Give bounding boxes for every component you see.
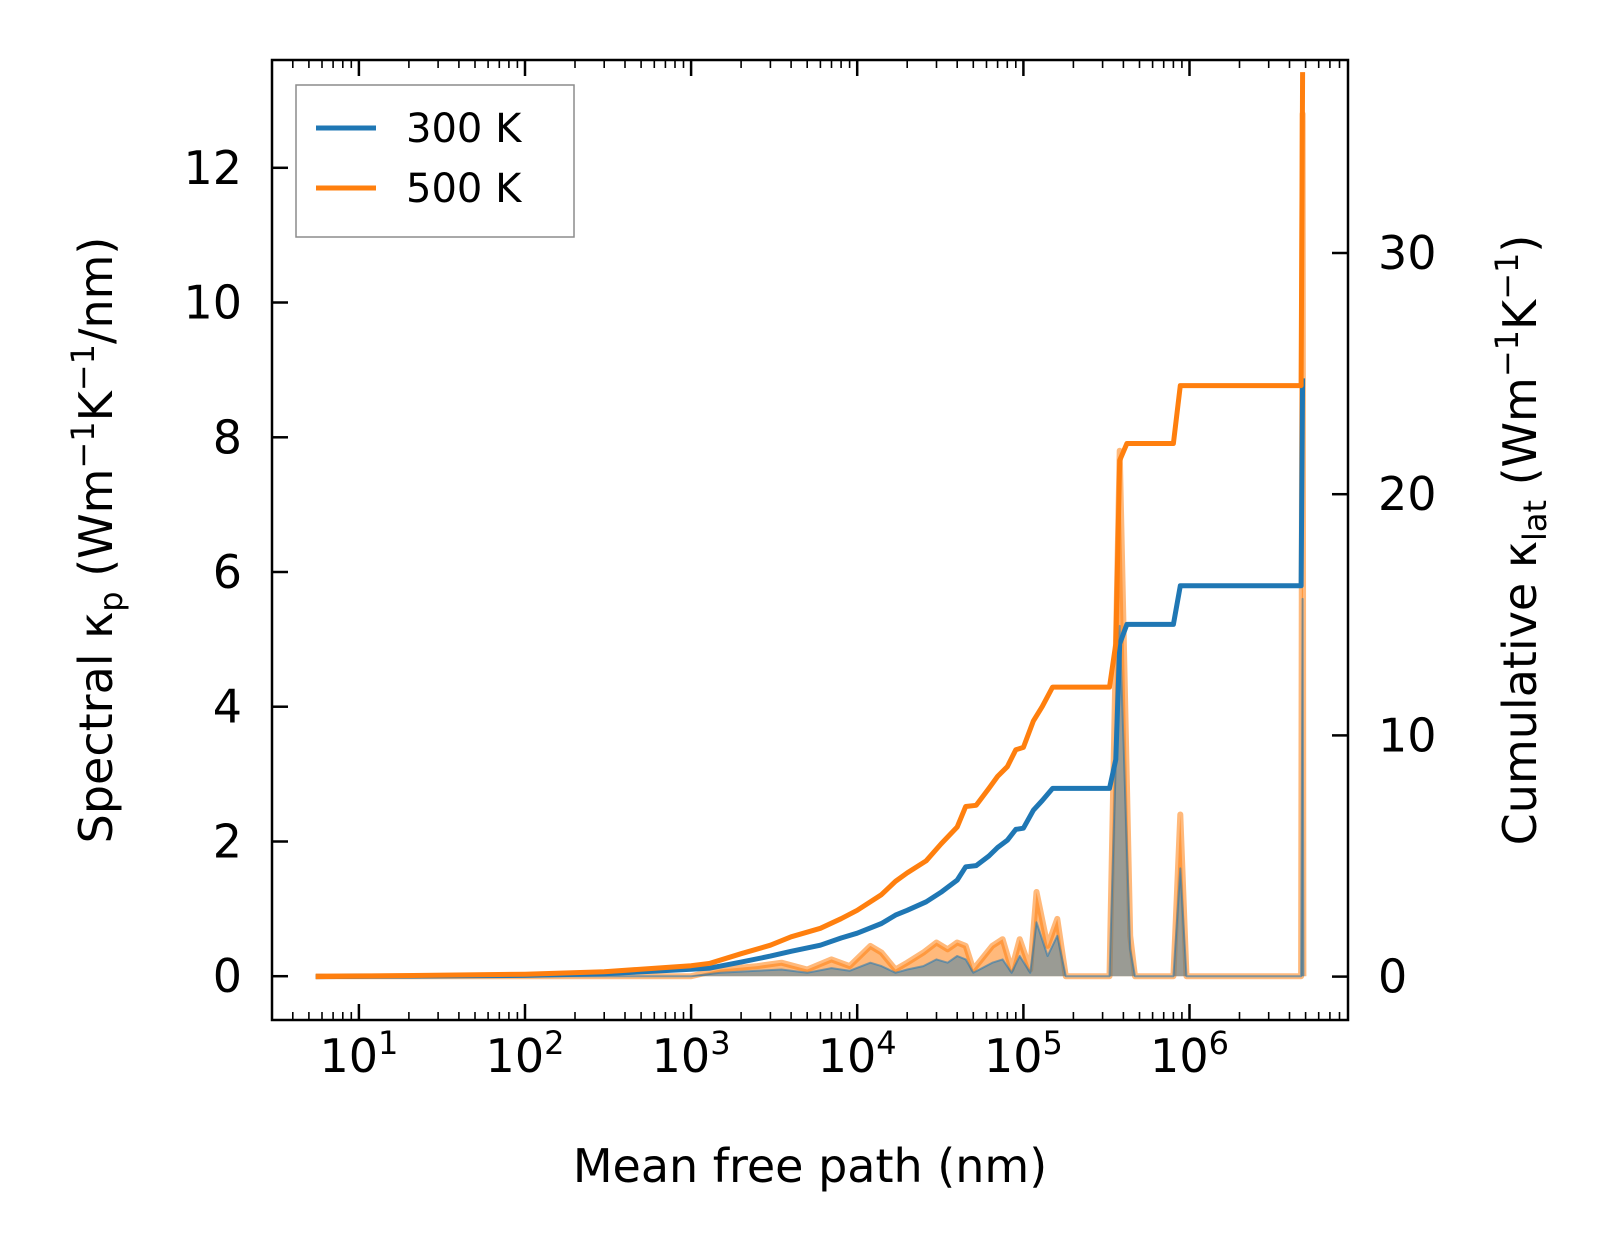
y-left-tick-label: 0: [213, 949, 242, 1003]
plot-frame: [270, 58, 1350, 1022]
spectral-fills: [315, 110, 1307, 980]
y-right-title-mid: (Wm: [1493, 377, 1547, 500]
y-right-tick-label: 30: [1378, 226, 1437, 280]
legend-frame: [295, 84, 575, 238]
y-left-title-mid: (Wm: [69, 469, 123, 592]
y-left-tick-label: 4: [213, 680, 242, 734]
y-left-title-k: K: [69, 389, 123, 421]
y-right-tick-label: 10: [1378, 708, 1437, 762]
y-right-title-prefix: Cumulative κ: [1493, 541, 1547, 845]
y-right-title-sup2: −1: [1488, 253, 1526, 300]
cumulative-line-300k: [315, 378, 1306, 980]
x-tick-label: 102: [486, 1024, 565, 1083]
x-tick-label: 101: [319, 1024, 398, 1083]
x-tick-label: 103: [652, 1024, 731, 1083]
y-left-title-suffix: /nm): [69, 237, 123, 344]
legend: 300 K 500 K: [295, 84, 575, 238]
legend-label-500k: 500 K: [406, 166, 523, 212]
y-axis-right-title: Cumulative κlat (Wm−1K−1): [1488, 235, 1554, 846]
x-axis: 101 102 103 104 105 106: [271, 60, 1349, 1083]
y-left-tick-label: 8: [213, 410, 242, 464]
y-right-title-sub: lat: [1516, 500, 1554, 541]
y-axis-right: 0 10 20 30: [1332, 226, 1437, 1004]
x-tick-label: 106: [1150, 1024, 1229, 1083]
y-left-tick-label: 10: [183, 276, 242, 330]
spectral-line-300k: [315, 597, 1305, 978]
y-axis-left-title: Spectral κp (Wm−1K−1/nm): [64, 237, 130, 844]
x-tick-label: 104: [818, 1024, 897, 1083]
y-left-title-prefix: Spectral κ: [69, 612, 123, 844]
y-left-tick-label: 6: [213, 545, 242, 599]
y-left-title-sup1: −1: [64, 421, 102, 468]
y-left-title-sub: p: [92, 591, 130, 611]
legend-label-300k: 300 K: [406, 106, 523, 152]
cumulative-lines: [315, 72, 1306, 980]
y-left-tick-label: 12: [183, 141, 242, 195]
y-right-title-k: K: [1493, 298, 1547, 330]
y-right-title-suffix: ): [1493, 235, 1547, 253]
y-right-title-sup1: −1: [1488, 330, 1526, 377]
x-tick-label: 105: [984, 1024, 1063, 1083]
y-left-tick-label: 2: [213, 815, 242, 869]
y-right-tick-label: 20: [1378, 467, 1437, 521]
y-right-tick-label: 0: [1378, 950, 1407, 1004]
y-left-title-sup2: −1: [64, 344, 102, 391]
cumulative-line-500k: [315, 72, 1306, 980]
y-axis-left: 0 2 4 6 8 10 12: [183, 141, 288, 1003]
x-axis-title: Mean free path (nm): [573, 1139, 1047, 1193]
